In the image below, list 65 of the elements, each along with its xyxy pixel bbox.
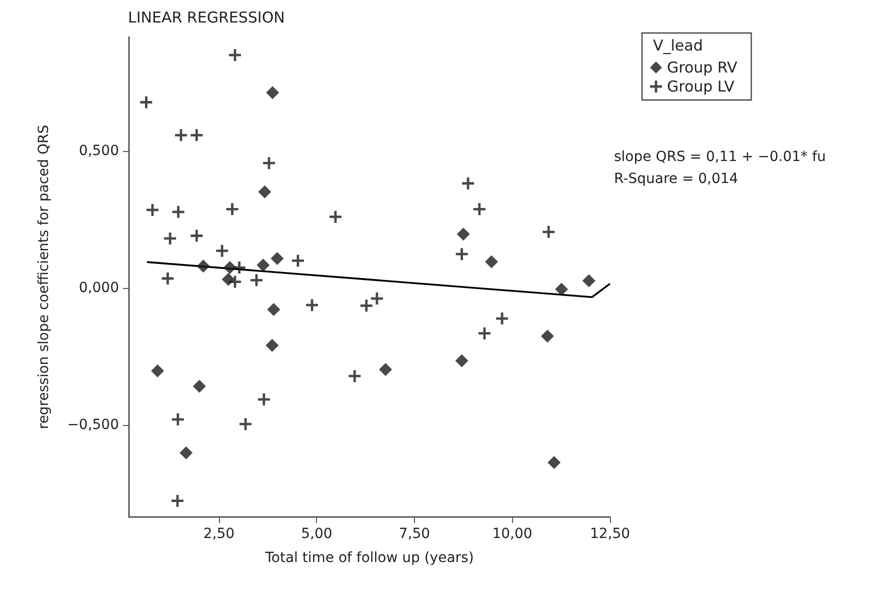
- point: [473, 203, 486, 216]
- point: [456, 228, 470, 241]
- point: [540, 330, 554, 343]
- point: [233, 262, 246, 274]
- x-tick-label: 5,00: [301, 526, 332, 542]
- legend-label: Group LV: [667, 78, 736, 96]
- legend-label: Group RV: [667, 58, 738, 76]
- point: [548, 456, 561, 469]
- point: [172, 413, 184, 426]
- text: R-Square = 0,014: [614, 171, 738, 187]
- point: [270, 252, 284, 265]
- point: [256, 258, 270, 272]
- point: [190, 230, 203, 242]
- point: [485, 255, 498, 268]
- point: [292, 254, 304, 267]
- point: [462, 177, 474, 190]
- x-tick-label: 10,00: [492, 526, 532, 542]
- point: [267, 302, 280, 316]
- x-axis-title: Total time of follow up (years): [264, 550, 474, 566]
- point: [329, 210, 342, 223]
- point: [175, 129, 188, 142]
- point: [171, 494, 184, 507]
- point: [216, 244, 228, 257]
- x-tick-label: 2,50: [203, 526, 235, 542]
- point: [582, 274, 596, 288]
- point: [258, 393, 270, 406]
- y-tick-label: −0,500: [67, 417, 119, 434]
- point: [196, 260, 210, 273]
- point: [542, 226, 555, 238]
- point: [370, 292, 383, 305]
- point: [555, 282, 568, 296]
- point: [140, 96, 152, 108]
- legend-title: V_lead: [653, 36, 703, 54]
- point: [456, 248, 468, 260]
- point: [190, 129, 203, 142]
- y-tick-label: 0,500: [78, 143, 119, 160]
- point: [228, 49, 241, 62]
- point: [223, 261, 236, 274]
- x-tick-label: 7,50: [398, 526, 430, 542]
- chart-title: LINEAR REGRESSION: [128, 8, 285, 26]
- text: slope QRS = 0,11 + −0.01* fu: [614, 149, 826, 165]
- point: [478, 327, 490, 340]
- point: [180, 446, 193, 460]
- point: [151, 364, 164, 378]
- point: [455, 354, 468, 368]
- point: [266, 86, 280, 100]
- point: [226, 203, 238, 216]
- point: [162, 272, 174, 285]
- point: [240, 418, 252, 430]
- point: [250, 274, 262, 286]
- y-axis-title: regression slope coefficients for paced QRS: [36, 124, 52, 430]
- point: [258, 185, 272, 198]
- x-tick-label: 12,50: [590, 526, 630, 542]
- point: [263, 157, 275, 170]
- point: [192, 380, 206, 393]
- point: [496, 312, 508, 325]
- point: [360, 300, 372, 312]
- point: [164, 232, 176, 244]
- point: [228, 276, 241, 288]
- point: [172, 206, 184, 218]
- point: [348, 370, 361, 382]
- point: [379, 363, 392, 376]
- point: [306, 299, 318, 312]
- point: [266, 338, 279, 352]
- y-tick-label: 0,000: [78, 280, 119, 296]
